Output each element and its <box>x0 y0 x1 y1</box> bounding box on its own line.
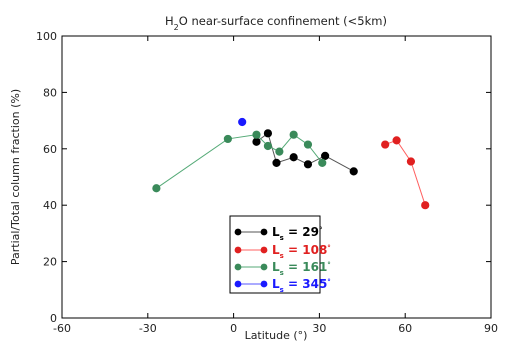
data-point <box>272 158 281 167</box>
legend-marker <box>260 263 268 271</box>
data-point <box>421 201 430 210</box>
y-tick-label: 100 <box>36 30 57 43</box>
data-point <box>275 147 284 156</box>
data-point <box>223 134 232 144</box>
y-tick-label: 60 <box>43 143 57 156</box>
legend: Ls = 29°Ls = 108°Ls = 161°Ls = 345° <box>229 215 331 294</box>
data-point <box>263 129 273 138</box>
legend-label: Ls = 345° <box>272 277 331 294</box>
legend-box <box>229 215 321 294</box>
x-axis: -60 -30 0 30 60 90 <box>53 36 498 335</box>
data-point <box>381 140 390 149</box>
chart-title: H2O near-surface confinement (<5km) <box>165 14 387 32</box>
y-tick-label: 80 <box>43 86 57 99</box>
legend-marker <box>234 228 242 236</box>
legend-marker <box>234 280 242 288</box>
x-tick-label: 90 <box>484 322 498 335</box>
legend-entry: Ls = 345° <box>234 277 331 294</box>
legend-entry: Ls = 161° <box>234 260 331 277</box>
y-tick-label: 40 <box>43 199 57 212</box>
data-point <box>303 160 313 169</box>
series-line <box>156 134 323 189</box>
data-point <box>263 141 273 151</box>
data-point <box>252 137 261 146</box>
y-tick-label: 20 <box>43 256 57 269</box>
data-point <box>303 140 313 149</box>
x-axis-label: Latitude (°) <box>245 329 308 342</box>
y-tick-label: 0 <box>50 312 57 325</box>
legend-entry: Ls = 108° <box>234 243 331 260</box>
data-point <box>392 136 401 145</box>
legend-marker <box>260 280 268 288</box>
series-line <box>385 139 426 206</box>
data-point <box>289 130 298 139</box>
legend-marker <box>260 246 268 254</box>
data-point <box>349 167 358 176</box>
x-tick-label: 60 <box>398 322 412 335</box>
x-tick-label: -30 <box>139 322 157 335</box>
y-axis-label: Partial/Total column fraction (%) <box>9 89 22 265</box>
legend-marker <box>234 263 242 271</box>
plot-frame <box>61 35 492 319</box>
series-layer <box>152 117 430 210</box>
series-3 <box>238 117 247 127</box>
series-2 <box>152 130 327 193</box>
legend-label: Ls = 108° <box>272 243 331 260</box>
data-point <box>252 130 261 139</box>
legend-label: Ls = 161° <box>272 260 331 277</box>
data-point <box>406 157 416 166</box>
legend-label: Ls = 29° <box>272 225 322 242</box>
legend-marker <box>234 246 242 254</box>
series-0 <box>252 129 358 176</box>
data-point <box>318 158 327 167</box>
data-point <box>152 184 161 193</box>
x-tick-label: 0 <box>230 322 237 335</box>
legend-marker <box>260 228 268 236</box>
data-point <box>238 117 247 127</box>
data-point <box>289 153 298 162</box>
legend-entry: Ls = 29° <box>234 225 322 242</box>
x-tick-label: 30 <box>312 322 326 335</box>
data-point <box>321 151 330 160</box>
y-axis: 0 20 40 60 80 100 <box>36 30 491 325</box>
x-tick-label: -60 <box>53 322 71 335</box>
series-1 <box>381 136 430 210</box>
